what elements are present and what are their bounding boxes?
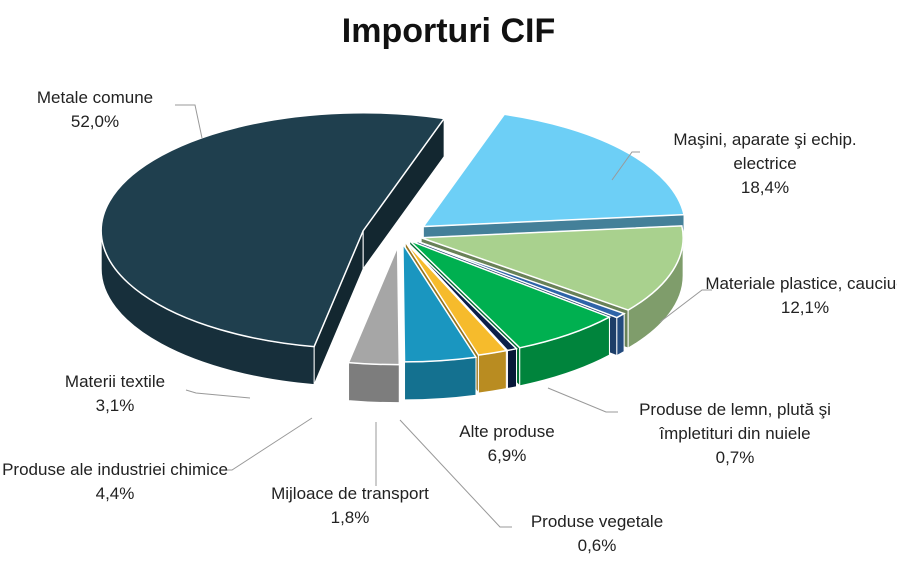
slice bbox=[416, 240, 626, 319]
category-label: Mijloace de transport bbox=[271, 484, 429, 503]
value-label: 1,8% bbox=[330, 508, 370, 527]
slice-label: Produse vegetale 0,6% bbox=[497, 510, 697, 558]
value-label: 3,1% bbox=[95, 396, 135, 415]
slice bbox=[402, 241, 478, 363]
leader-line bbox=[185, 389, 251, 399]
slice-label: Metale comune 52,0% bbox=[0, 86, 195, 134]
category-label: Produse de lemn, plută şi împletituri di… bbox=[639, 400, 831, 443]
slice bbox=[409, 240, 612, 349]
value-label: 0,6% bbox=[577, 536, 617, 555]
leader-line bbox=[222, 417, 313, 471]
slice bbox=[405, 241, 519, 352]
slice-label: Produse ale industriei chimice 4,4% bbox=[0, 458, 230, 506]
leader-line bbox=[547, 387, 618, 413]
slice-wall bbox=[506, 348, 518, 390]
leader-line bbox=[611, 151, 640, 181]
slice-label: Materiale plastice, cauciuc 12,1% bbox=[705, 272, 897, 320]
slice bbox=[420, 225, 684, 311]
slice-wall bbox=[616, 312, 625, 357]
slice bbox=[404, 241, 508, 356]
value-label: 4,4% bbox=[95, 484, 135, 503]
value-label: 18,4% bbox=[740, 178, 790, 197]
slice bbox=[347, 246, 401, 366]
slice-label: Maşini, aparate şi echip. electrice 18,4% bbox=[640, 128, 890, 200]
value-label: 52,0% bbox=[70, 112, 120, 131]
slice-label: Mijloace de transport 1,8% bbox=[230, 482, 470, 530]
slice-wall bbox=[477, 350, 507, 394]
slice-wall bbox=[348, 362, 400, 404]
category-label: Alte produse bbox=[459, 422, 555, 441]
slice-label: Materii textile 3,1% bbox=[25, 370, 205, 418]
slice-label: Produse de lemn, plută şi împletituri di… bbox=[605, 398, 865, 470]
slice-label: Alte produse 6,9% bbox=[427, 420, 587, 468]
category-label: Maşini, aparate şi echip. electrice bbox=[673, 130, 857, 173]
leader-line bbox=[399, 419, 512, 528]
value-label: 0,7% bbox=[715, 448, 755, 467]
category-label: Metale comune bbox=[36, 88, 154, 107]
category-label: Materiale plastice, cauciuc bbox=[705, 274, 897, 293]
slice bbox=[100, 111, 446, 348]
category-label: Produse vegetale bbox=[530, 512, 664, 531]
chart-title: Importuri CIF bbox=[341, 12, 556, 50]
category-label: Materii textile bbox=[64, 372, 166, 391]
leader-line bbox=[175, 104, 203, 139]
slice bbox=[421, 113, 685, 228]
category-label: Produse ale industriei chimice bbox=[2, 460, 228, 479]
slice-wall bbox=[404, 356, 477, 401]
leader-line bbox=[659, 289, 712, 323]
value-label: 12,1% bbox=[780, 298, 830, 317]
value-label: 6,9% bbox=[487, 446, 527, 465]
